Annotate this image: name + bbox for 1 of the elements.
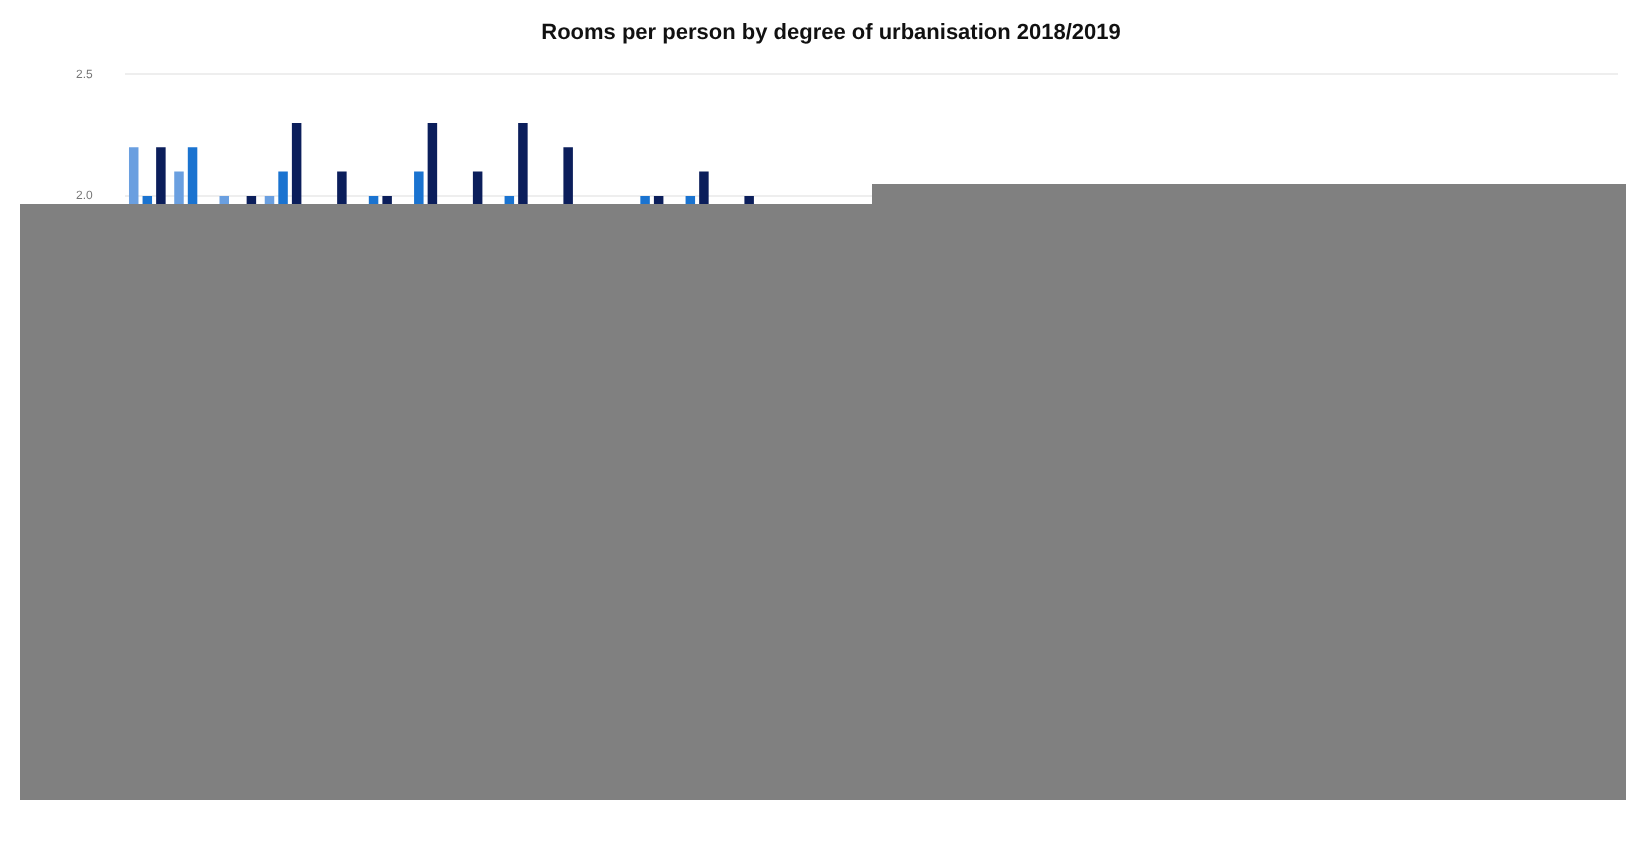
chart-title: Rooms per person by degree of urbanisation 2018/2019 (541, 21, 1121, 46)
